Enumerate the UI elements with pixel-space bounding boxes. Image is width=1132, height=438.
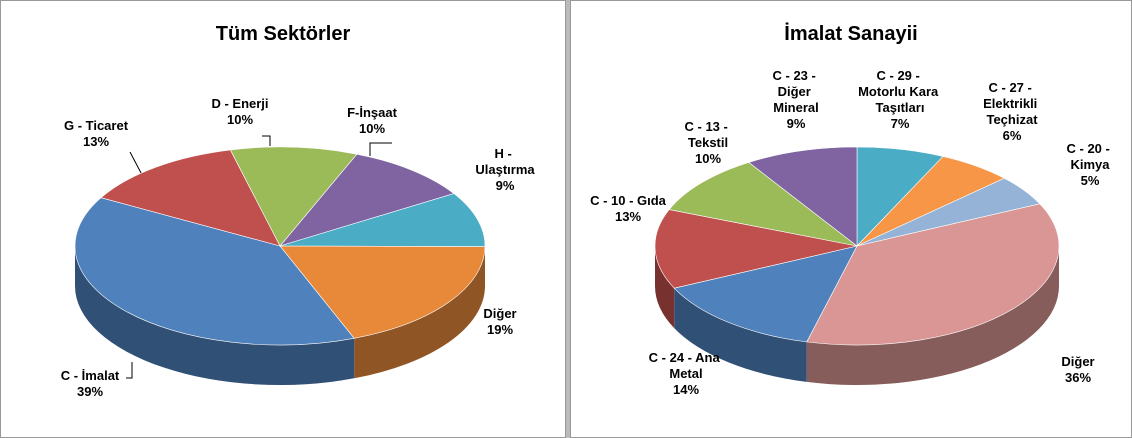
- value-label: 19%: [487, 322, 513, 337]
- label-line: Taşıtları: [876, 100, 925, 115]
- slice-label: C - 20 - Kimya: [1067, 141, 1114, 172]
- value-label: 5%: [1081, 173, 1100, 188]
- label-line: Kimya: [1070, 157, 1110, 172]
- label-line: Mineral: [773, 100, 819, 115]
- slice: [806, 203, 1060, 346]
- slice-label: C - 10 - Gıda: [590, 193, 667, 208]
- slice-side: [674, 288, 807, 382]
- slice-side: [354, 246, 485, 379]
- slice: [279, 153, 455, 247]
- slice: [654, 209, 858, 289]
- slice-label: C - İmalat: [61, 368, 120, 383]
- label-line: C - 23 -: [773, 68, 820, 83]
- slice: [229, 146, 358, 247]
- slice: [673, 245, 858, 343]
- value-label: 9%: [787, 116, 806, 131]
- slice-label: F-İnşaat: [347, 105, 398, 120]
- label-line: C - 13 -: [685, 119, 732, 134]
- slice-label: D - Enerji: [211, 96, 268, 111]
- label-line: Diğer: [1061, 354, 1094, 369]
- label-line: C - 27 -: [989, 80, 1036, 95]
- value-label: 10%: [227, 112, 253, 127]
- value-label: 13%: [615, 209, 641, 224]
- chart-title: Tüm Sektörler: [216, 23, 351, 45]
- slice: [279, 245, 486, 339]
- slice-label: H - Ulaştırma: [475, 146, 535, 177]
- label-line: Metal: [669, 366, 702, 381]
- value-label: 9%: [496, 178, 515, 193]
- leader-line: [369, 142, 392, 156]
- label-line: C - 20 -: [1067, 141, 1114, 156]
- slice: [74, 197, 355, 346]
- value-label: 36%: [1065, 370, 1091, 385]
- slice-label: Diğer: [483, 306, 516, 321]
- slice-side: [75, 246, 355, 385]
- slice-label: C - 13 - Tekstil: [685, 119, 732, 150]
- label-line: Diğer: [483, 306, 516, 321]
- value-label: 14%: [673, 382, 699, 397]
- slice-label: C - 24 - Ana Metal: [649, 350, 724, 381]
- label-line: F-İnşaat: [347, 105, 398, 120]
- label-line: Motorlu Kara: [858, 84, 942, 99]
- slice: [279, 193, 486, 247]
- slice-side: [655, 246, 675, 329]
- slice-label: C - 29 - Motorlu Kara Taşıtları: [858, 68, 942, 115]
- label-line: Teçhizat: [986, 112, 1038, 127]
- label-line: G - Ticaret: [64, 118, 129, 133]
- slice-label: Diğer: [1061, 354, 1094, 369]
- label-line: Elektrikli: [983, 96, 1041, 111]
- label-line: C - 24 - Ana: [649, 350, 724, 365]
- slice-label: G - Ticaret: [64, 118, 129, 133]
- label-line: Tekstil: [688, 135, 728, 150]
- leader-line: [126, 362, 133, 379]
- value-label: 10%: [695, 151, 721, 166]
- label-line: C - 29 -: [877, 68, 924, 83]
- slice: [668, 162, 858, 247]
- value-label: 39%: [77, 384, 103, 399]
- label-line: Diğer: [778, 84, 815, 99]
- value-label: 6%: [1003, 128, 1022, 143]
- label-line: Ulaştırma: [475, 162, 535, 177]
- separator: [566, 0, 570, 438]
- label-line: C - İmalat: [61, 368, 120, 383]
- slice-label: C - 23 - Diğer Mineral: [773, 68, 820, 115]
- slice: [100, 149, 281, 247]
- slice-side: [806, 246, 1059, 385]
- chart-title: İmalat Sanayii: [784, 22, 917, 45]
- label-line: C - 10 - Gıda: [590, 193, 667, 208]
- label-line: D - Enerji: [211, 96, 268, 111]
- value-label: 7%: [891, 116, 910, 131]
- value-label: 10%: [359, 121, 385, 136]
- label-line: H -: [495, 146, 516, 161]
- slice: [748, 146, 858, 247]
- slice-label: C - 27 - Elektrikli Teçhizat: [983, 80, 1041, 127]
- value-label: 13%: [83, 134, 109, 149]
- leader-line: [262, 135, 271, 146]
